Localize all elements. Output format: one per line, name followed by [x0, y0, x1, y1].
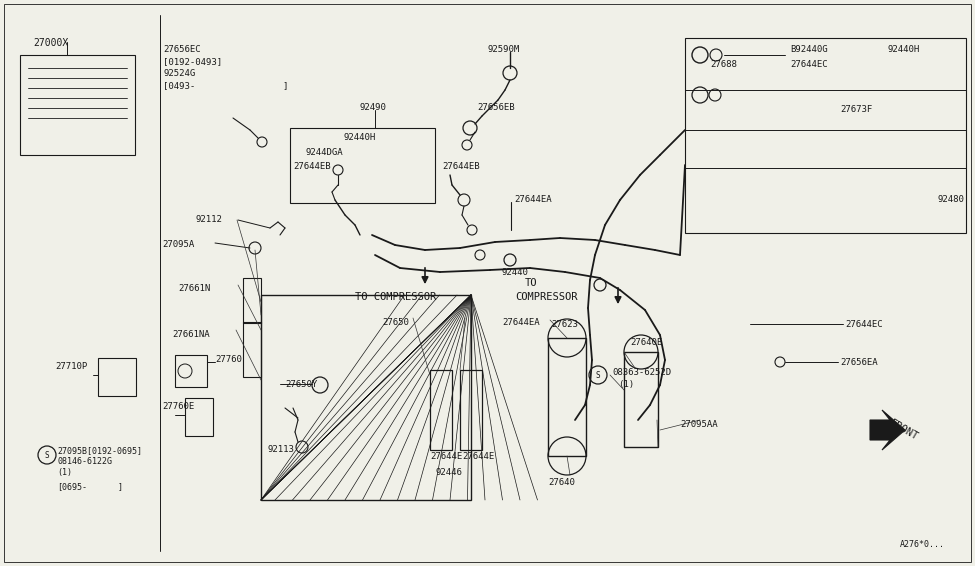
Text: 27710P: 27710P	[55, 362, 87, 371]
Text: TO COMPRESSOR: TO COMPRESSOR	[355, 292, 436, 302]
Text: 92490: 92490	[360, 103, 387, 112]
Text: 27640: 27640	[548, 478, 575, 487]
Bar	[175, 355, 207, 387]
Text: 27673F: 27673F	[840, 105, 873, 114]
Text: 27095AA: 27095AA	[680, 420, 718, 429]
Text: 92480: 92480	[938, 195, 965, 204]
Text: 92440H: 92440H	[344, 133, 376, 142]
Text: 27644E: 27644E	[430, 452, 462, 461]
Text: 92446: 92446	[435, 468, 462, 477]
Text: COMPRESSOR: COMPRESSOR	[515, 292, 577, 302]
Text: [0695-: [0695-	[57, 482, 87, 491]
Text: 08363-6252D: 08363-6252D	[612, 368, 671, 377]
Text: 9244DGA: 9244DGA	[306, 148, 343, 157]
Text: 27650: 27650	[382, 318, 409, 327]
Bar	[290, 128, 435, 203]
Bar	[548, 338, 586, 456]
Bar	[20, 55, 135, 155]
Text: 27644EB: 27644EB	[442, 162, 480, 171]
Text: 92440: 92440	[502, 268, 528, 277]
Text: 27760E: 27760E	[162, 402, 194, 411]
Bar	[185, 398, 213, 436]
Text: (1): (1)	[57, 468, 72, 477]
Text: 27661N: 27661N	[178, 284, 211, 293]
Bar	[460, 370, 482, 450]
Text: FRONT: FRONT	[888, 418, 920, 442]
Text: TO: TO	[525, 278, 537, 288]
Text: 27095A: 27095A	[162, 240, 194, 249]
Text: B92440G: B92440G	[790, 45, 828, 54]
Text: 92590M: 92590M	[488, 45, 521, 54]
Text: 92440H: 92440H	[887, 45, 919, 54]
Text: 27760: 27760	[215, 355, 242, 364]
Text: [0192-0493]: [0192-0493]	[163, 57, 222, 66]
Text: 27656EC: 27656EC	[163, 45, 201, 54]
Text: [0493-: [0493-	[163, 81, 195, 90]
Bar	[98, 358, 136, 396]
Text: 27640E: 27640E	[630, 338, 662, 347]
Text: 27623: 27623	[551, 320, 578, 329]
Text: 27644EB: 27644EB	[293, 162, 331, 171]
Text: 27661NA: 27661NA	[172, 330, 210, 339]
Text: 27644E: 27644E	[462, 452, 494, 461]
Text: 08146-6122G: 08146-6122G	[57, 457, 112, 466]
Bar	[430, 370, 452, 450]
Text: 27644EA: 27644EA	[514, 195, 552, 204]
Text: 27644EC: 27644EC	[790, 60, 828, 69]
Bar	[261, 295, 471, 500]
Text: 27650Y: 27650Y	[285, 380, 317, 389]
Text: 27656EB: 27656EB	[477, 103, 515, 112]
Text: 92112: 92112	[195, 215, 222, 224]
Text: ]: ]	[118, 482, 123, 491]
Bar	[624, 352, 658, 447]
Text: 27000X: 27000X	[33, 38, 68, 48]
Bar	[243, 278, 261, 323]
Text: S: S	[596, 371, 601, 379]
Text: 27656EA: 27656EA	[840, 358, 878, 367]
Bar	[243, 322, 261, 377]
Text: 27644EC: 27644EC	[845, 320, 882, 329]
Text: 92113: 92113	[268, 445, 294, 454]
Text: 27688: 27688	[710, 60, 737, 69]
Text: 27644EA: 27644EA	[502, 318, 539, 327]
Text: S: S	[45, 451, 50, 460]
Text: ]: ]	[282, 81, 288, 90]
Bar	[685, 38, 966, 233]
Text: 92524G: 92524G	[163, 69, 195, 78]
Text: 27095B[0192-0695]: 27095B[0192-0695]	[57, 446, 142, 455]
Text: A276*0...: A276*0...	[900, 540, 945, 549]
Text: (1): (1)	[618, 380, 634, 389]
Polygon shape	[870, 410, 905, 450]
